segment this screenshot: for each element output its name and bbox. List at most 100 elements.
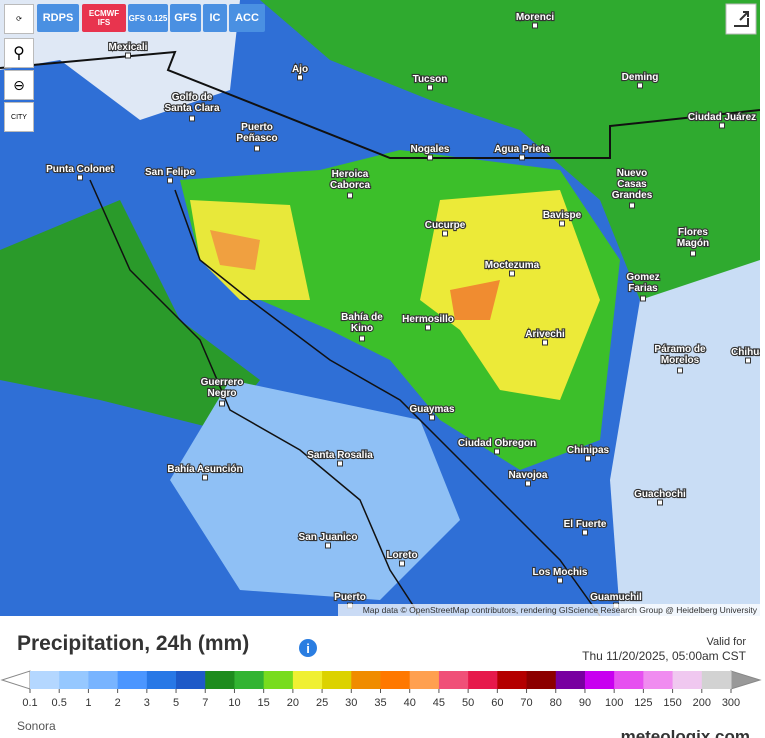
- colorbar-tick-label: 7: [202, 697, 208, 709]
- city-label[interactable]: Santa Rosalia: [306, 449, 374, 462]
- colorbar-tick-label: 0.1: [22, 697, 37, 709]
- city-label[interactable]: Bahía Asunción: [166, 463, 243, 476]
- zoom-button[interactable]: ⊖: [4, 70, 34, 100]
- city-label[interactable]: Bahía de Kino: [340, 311, 384, 335]
- model-button[interactable]: ECMWF IFS: [82, 4, 126, 32]
- city-label[interactable]: Moctezuma: [484, 259, 541, 272]
- brand: meteologix.com: [621, 727, 750, 738]
- city-marker: [167, 177, 173, 184]
- colorbar-swatch: [468, 671, 498, 689]
- colorbar-swatch: [643, 671, 674, 689]
- city-label[interactable]: Guachochi: [633, 488, 687, 501]
- model-button[interactable]: ACC: [229, 4, 265, 32]
- colorbar-high: [730, 670, 762, 690]
- city-label[interactable]: Heroica Caborca: [329, 168, 372, 192]
- colorbar-swatch: [234, 671, 265, 689]
- colorbar-tick-label: 1: [85, 697, 91, 709]
- colorbar-tick-label: 100: [605, 697, 623, 709]
- city-marker: [202, 474, 208, 481]
- city-marker: [359, 335, 365, 342]
- city-label[interactable]: Ciudad Juárez: [687, 111, 758, 124]
- model-button[interactable]: IC: [203, 4, 227, 32]
- model-button[interactable]: RDPS: [37, 4, 79, 32]
- colorbar-tick-label: 3: [144, 697, 150, 709]
- city-label[interactable]: Nogales: [409, 143, 451, 156]
- info-button[interactable]: [299, 639, 317, 657]
- colorbar-tick-label: 15: [258, 697, 270, 709]
- heavy-rain: [420, 190, 600, 400]
- colorbar-swatch: [555, 671, 586, 689]
- city-label[interactable]: El Fuerte: [563, 518, 608, 531]
- model-button[interactable]: GFS 0.125: [128, 4, 168, 32]
- city-marker: [719, 122, 725, 129]
- city-button[interactable]: CITY: [4, 102, 34, 132]
- city-label[interactable]: Páramo de Morelos: [653, 343, 707, 367]
- city-marker: [525, 480, 531, 487]
- city-label[interactable]: Gomez Farias: [625, 271, 661, 295]
- city-label[interactable]: Mexicali: [107, 41, 148, 54]
- city-label[interactable]: Cucurpe: [424, 219, 467, 232]
- colorbar-swatch: [584, 671, 615, 689]
- colorbar-swatch: [614, 671, 644, 689]
- city-label[interactable]: Agua Prieta: [493, 143, 551, 156]
- colorbar-swatch: [117, 671, 148, 689]
- city-label[interactable]: San Juanico: [297, 531, 358, 544]
- city-label[interactable]: Punta Colonet: [45, 163, 116, 176]
- colorbar-low: [0, 670, 31, 690]
- city-label[interactable]: Morenci: [515, 11, 556, 24]
- map[interactable]: Mexicali Tucson Morenci Deming Ciudad Juárez…: [0, 0, 760, 616]
- info-icon: i: [306, 641, 310, 656]
- city-label[interactable]: Tucson: [411, 73, 448, 86]
- city-label[interactable]: San Felipe: [144, 166, 197, 179]
- city-marker: [325, 542, 331, 549]
- city-marker: [657, 499, 663, 506]
- city-marker: [509, 270, 515, 277]
- city-label[interactable]: Loreto: [385, 549, 418, 562]
- city-label[interactable]: Golfo de Santa Clara: [163, 91, 221, 115]
- city-label[interactable]: Guamuchil: [589, 591, 643, 604]
- colorbar-swatch: [526, 671, 557, 689]
- colorbar-swatch: [30, 671, 60, 689]
- city-label[interactable]: Guaymas: [408, 403, 456, 416]
- city-label[interactable]: Chihua: [730, 346, 760, 359]
- colorbar-swatch: [701, 671, 732, 689]
- refresh-button[interactable]: ⟳: [4, 4, 34, 34]
- city-label[interactable]: Puerto Peñasco: [235, 121, 278, 145]
- city-marker: [629, 202, 635, 209]
- colorbar-swatch: [88, 671, 119, 689]
- coastline: [89, 179, 421, 616]
- location-button[interactable]: ⚲: [4, 38, 34, 68]
- city-marker: [745, 357, 751, 364]
- city-label[interactable]: Hermosillo: [401, 313, 455, 326]
- city-label[interactable]: Deming: [621, 71, 660, 84]
- attribution[interactable]: Map data © OpenStreetMap contributors, r…: [363, 605, 758, 615]
- colorbar-tick-label: 45: [433, 697, 445, 709]
- colorbar-swatch: [205, 671, 235, 689]
- attribution-bg: [338, 604, 760, 616]
- colorbar-tick-label: 60: [491, 697, 503, 709]
- city-marker: [690, 250, 696, 257]
- colorbar-swatch: [672, 671, 703, 689]
- city-label[interactable]: Chinipas: [566, 444, 611, 457]
- city-label[interactable]: Navojoa: [507, 469, 549, 482]
- colorbar-swatch: [322, 671, 352, 689]
- city-label[interactable]: Bavispe: [542, 209, 583, 222]
- city-label[interactable]: Puerto: [333, 591, 367, 604]
- colorbar-tick-label: 80: [550, 697, 562, 709]
- colorbar-swatch: [292, 671, 323, 689]
- city-marker: [582, 529, 588, 536]
- border: [0, 50, 760, 159]
- model-button[interactable]: GFS: [170, 4, 201, 32]
- city-label[interactable]: Ciudad Obregon: [457, 437, 538, 450]
- city-label[interactable]: Guerrero Negro: [200, 376, 245, 400]
- city-label[interactable]: Ajo: [291, 63, 309, 76]
- city-label[interactable]: Nuevo Casas Grandes: [611, 167, 654, 202]
- colorbar-swatch: [351, 671, 381, 689]
- city-label[interactable]: Los Mochis: [531, 566, 589, 579]
- colorbar-tick-label: 5: [173, 697, 179, 709]
- city-label[interactable]: Arivechi: [524, 328, 566, 341]
- city-marker: [337, 460, 343, 467]
- city-label[interactable]: Flores Magón: [676, 226, 710, 250]
- city-marker: [297, 74, 303, 81]
